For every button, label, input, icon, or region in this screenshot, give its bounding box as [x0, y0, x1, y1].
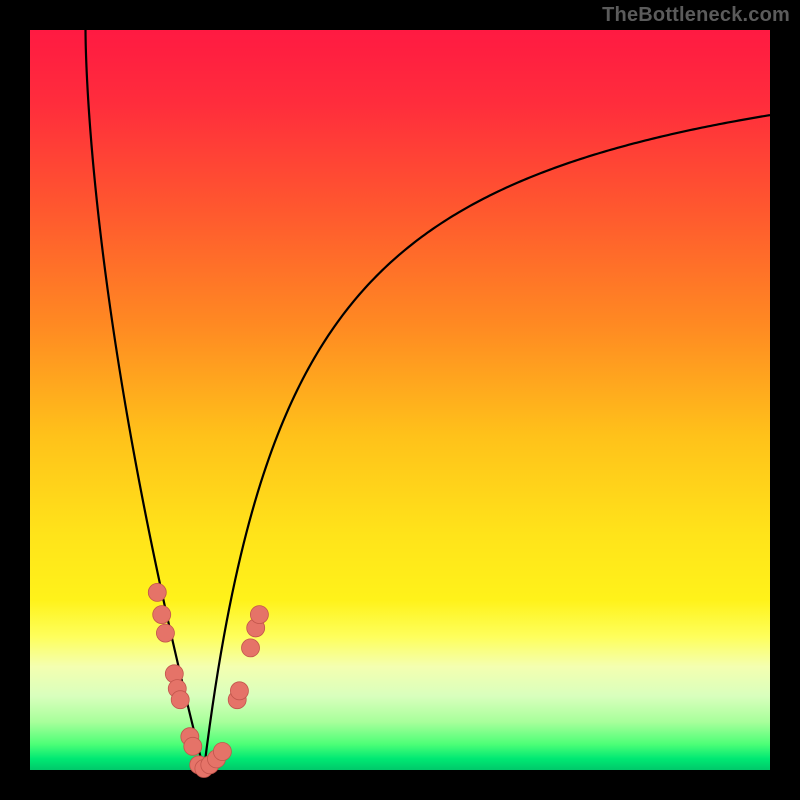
data-marker: [250, 606, 268, 624]
data-marker: [171, 691, 189, 709]
data-marker: [153, 606, 171, 624]
chart-plot-area: [30, 30, 770, 770]
data-marker: [242, 639, 260, 657]
outer-frame: TheBottleneck.com: [0, 0, 800, 800]
data-marker: [156, 624, 174, 642]
bottleneck-chart: [0, 0, 800, 800]
data-marker: [230, 682, 248, 700]
data-marker: [213, 743, 231, 761]
watermark-text: TheBottleneck.com: [602, 4, 790, 27]
data-marker: [148, 583, 166, 601]
data-marker: [184, 737, 202, 755]
